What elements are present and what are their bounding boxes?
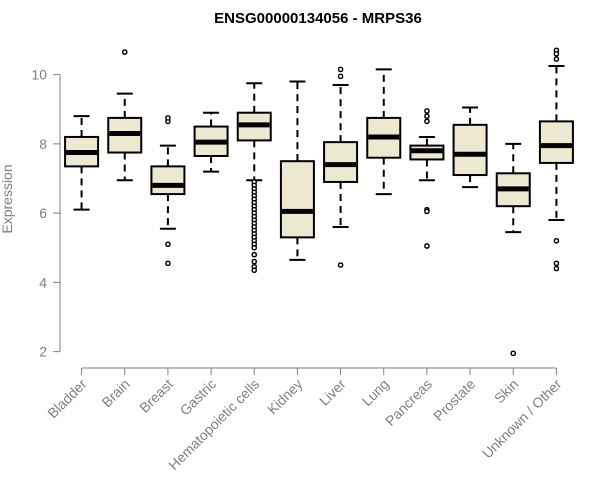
outlier-point bbox=[553, 265, 560, 272]
y-tick-label: 10 bbox=[31, 67, 47, 83]
box-body bbox=[279, 160, 315, 239]
box-lung bbox=[366, 68, 402, 196]
x-tick-label: Skin bbox=[491, 376, 522, 407]
x-tick-label: Kidney bbox=[264, 376, 306, 418]
box-body bbox=[538, 120, 574, 164]
chart-title: ENSG00000134056 - MRPS36 bbox=[214, 10, 422, 27]
y-axis: 2 4 6 8 10 bbox=[31, 67, 61, 360]
x-tick-label: Gastric bbox=[177, 376, 220, 419]
x-tick-label: Pancreas bbox=[382, 376, 435, 429]
box-kidney bbox=[279, 80, 315, 261]
box-bladder bbox=[64, 115, 100, 211]
y-tick-label: 2 bbox=[39, 344, 47, 360]
y-tick-label: 4 bbox=[39, 274, 47, 290]
outlier-point bbox=[251, 258, 257, 265]
x-tick-label: Prostate bbox=[430, 376, 478, 424]
box-unknown-other bbox=[538, 47, 574, 272]
outlier-point bbox=[424, 243, 430, 249]
box-body bbox=[150, 165, 186, 196]
outlier-point bbox=[165, 115, 171, 121]
outlier-point bbox=[553, 51, 560, 57]
outlier-point bbox=[251, 245, 257, 251]
box-brain bbox=[107, 49, 143, 182]
outlier-point bbox=[165, 260, 171, 267]
outlier-point bbox=[553, 260, 560, 267]
box-series bbox=[64, 47, 574, 357]
box-skin bbox=[495, 142, 531, 357]
box-liver bbox=[323, 66, 359, 268]
outlier-point bbox=[122, 49, 128, 55]
box-breast bbox=[150, 115, 186, 267]
x-tick-label: Lung bbox=[359, 376, 392, 409]
outlier-point bbox=[510, 350, 516, 357]
box-hematopoietic-cells bbox=[236, 82, 272, 273]
box-gastric bbox=[193, 111, 229, 173]
x-tick-label: Unknown / Other bbox=[479, 376, 565, 462]
outlier-point bbox=[553, 56, 560, 62]
box-pancreas bbox=[409, 108, 445, 249]
x-tick-label: Breast bbox=[136, 376, 176, 416]
outlier-point bbox=[424, 118, 430, 125]
outlier-point bbox=[424, 108, 430, 114]
outlier-point bbox=[251, 251, 257, 258]
y-tick-label: 6 bbox=[39, 205, 47, 221]
x-tick-label: Liver bbox=[316, 376, 349, 409]
y-axis-label: Expression bbox=[0, 164, 15, 233]
outlier-point bbox=[337, 73, 344, 80]
x-tick-label: Brain bbox=[98, 376, 132, 410]
outlier-point bbox=[251, 267, 257, 273]
box-body bbox=[452, 123, 488, 177]
outlier-point bbox=[337, 66, 344, 73]
box-prostate bbox=[452, 106, 488, 189]
y-tick-label: 8 bbox=[39, 136, 47, 152]
x-tick-label: Bladder bbox=[44, 376, 90, 422]
outlier-point bbox=[165, 241, 171, 247]
outlier-point bbox=[424, 208, 430, 215]
outlier-point bbox=[337, 262, 344, 268]
box-body bbox=[323, 141, 359, 183]
outlier-point bbox=[553, 238, 560, 244]
outlier-point bbox=[424, 113, 430, 119]
